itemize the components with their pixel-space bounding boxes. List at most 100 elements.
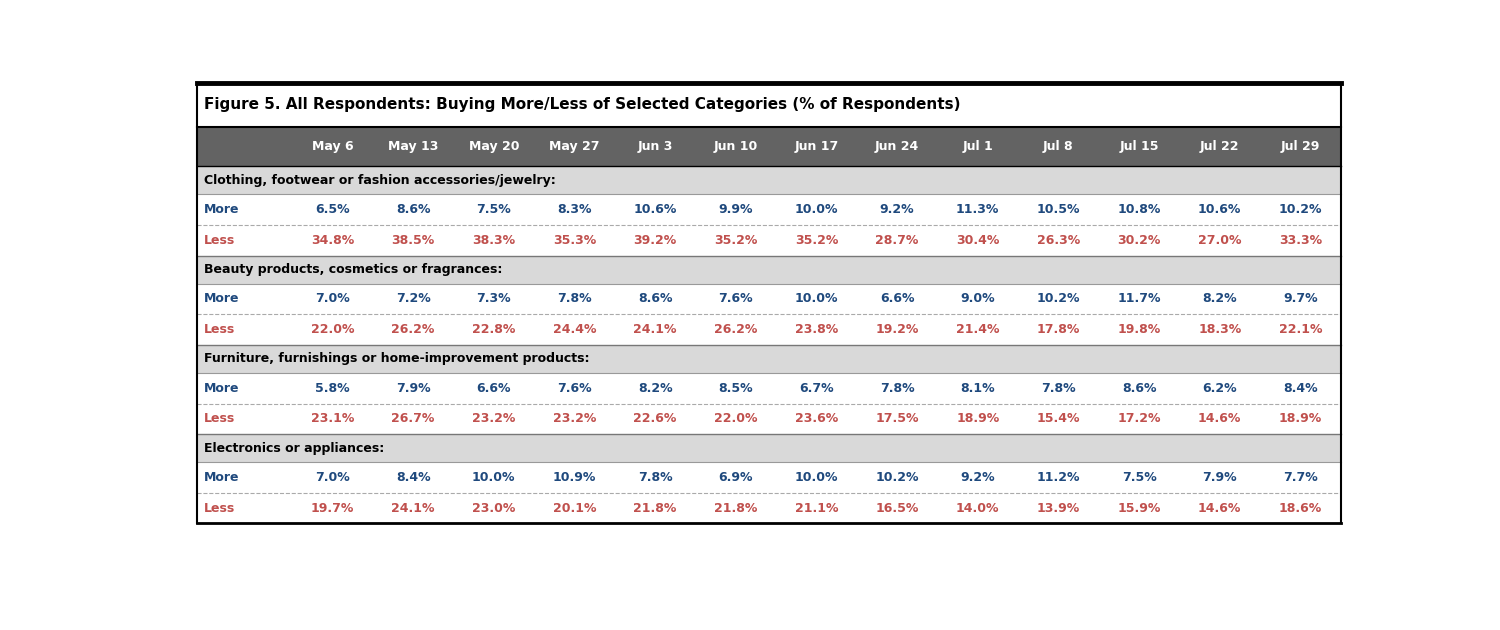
Bar [196, 284, 1341, 314]
Text: Furniture, furnishings or home-improvement products:: Furniture, furnishings or home-improveme… [204, 352, 590, 365]
Text: 8.3%: 8.3% [556, 203, 591, 216]
Text: 26.2%: 26.2% [714, 323, 758, 336]
Text: 30.4%: 30.4% [956, 234, 999, 247]
Text: 7.9%: 7.9% [1203, 471, 1237, 484]
Text: 21.1%: 21.1% [795, 501, 838, 515]
Bar [196, 373, 1341, 404]
Text: More: More [204, 471, 240, 484]
Text: 24.4%: 24.4% [552, 323, 596, 336]
Text: 26.2%: 26.2% [392, 323, 435, 336]
Text: 8.2%: 8.2% [638, 382, 672, 395]
Text: 26.7%: 26.7% [392, 412, 435, 425]
Text: 11.2%: 11.2% [1036, 471, 1080, 484]
Bar [196, 493, 1341, 524]
Text: 14.6%: 14.6% [1198, 412, 1242, 425]
Text: May 27: May 27 [549, 140, 600, 153]
Text: 10.2%: 10.2% [1036, 292, 1080, 306]
Text: 11.3%: 11.3% [956, 203, 999, 216]
Text: 17.8%: 17.8% [1036, 323, 1080, 336]
Text: 23.2%: 23.2% [552, 412, 596, 425]
Text: Jul 8: Jul 8 [1042, 140, 1074, 153]
Text: 6.6%: 6.6% [880, 292, 915, 306]
Text: 8.2%: 8.2% [1203, 292, 1237, 306]
Text: 7.8%: 7.8% [638, 471, 672, 484]
Text: 18.9%: 18.9% [956, 412, 999, 425]
Text: 9.2%: 9.2% [880, 203, 915, 216]
Text: 23.1%: 23.1% [310, 412, 354, 425]
Text: 8.6%: 8.6% [638, 292, 672, 306]
Text: 18.3%: 18.3% [1198, 323, 1242, 336]
Text: 22.6%: 22.6% [633, 412, 676, 425]
Text: 39.2%: 39.2% [633, 234, 676, 247]
Text: Electronics or appliances:: Electronics or appliances: [204, 442, 384, 455]
Text: 6.9%: 6.9% [718, 471, 753, 484]
Text: 17.5%: 17.5% [876, 412, 920, 425]
Text: 22.1%: 22.1% [1278, 323, 1322, 336]
Text: 10.0%: 10.0% [795, 292, 838, 306]
Text: 10.0%: 10.0% [795, 203, 838, 216]
Text: 10.0%: 10.0% [795, 471, 838, 484]
Text: 9.7%: 9.7% [1282, 292, 1317, 306]
Text: Jun 10: Jun 10 [714, 140, 758, 153]
Text: 6.7%: 6.7% [800, 382, 834, 395]
Text: 9.2%: 9.2% [960, 471, 994, 484]
Text: 14.6%: 14.6% [1198, 501, 1242, 515]
Bar [196, 314, 1341, 345]
Text: 35.2%: 35.2% [714, 234, 758, 247]
Text: 7.6%: 7.6% [718, 292, 753, 306]
Text: 7.8%: 7.8% [880, 382, 915, 395]
Text: 7.9%: 7.9% [396, 382, 430, 395]
Text: 35.2%: 35.2% [795, 234, 838, 247]
Text: 7.5%: 7.5% [1122, 471, 1156, 484]
Text: 9.0%: 9.0% [960, 292, 994, 306]
Text: 22.0%: 22.0% [714, 412, 758, 425]
Text: Jul 1: Jul 1 [963, 140, 993, 153]
Text: 7.3%: 7.3% [477, 292, 512, 306]
Bar [196, 462, 1341, 493]
Text: 7.0%: 7.0% [315, 471, 350, 484]
Bar [196, 83, 1341, 127]
Text: Jul 15: Jul 15 [1119, 140, 1160, 153]
Text: Jun 3: Jun 3 [638, 140, 674, 153]
Text: 38.3%: 38.3% [472, 234, 516, 247]
Text: 10.2%: 10.2% [1278, 203, 1322, 216]
Bar [196, 195, 1341, 225]
Bar [196, 345, 1341, 373]
Text: More: More [204, 203, 240, 216]
Text: 28.7%: 28.7% [876, 234, 920, 247]
Text: 38.5%: 38.5% [392, 234, 435, 247]
Text: 23.6%: 23.6% [795, 412, 838, 425]
Text: 24.1%: 24.1% [633, 323, 676, 336]
Text: 23.0%: 23.0% [472, 501, 516, 515]
Text: 10.6%: 10.6% [633, 203, 676, 216]
Text: 22.0%: 22.0% [310, 323, 354, 336]
Bar [196, 404, 1341, 434]
Text: Less: Less [204, 412, 236, 425]
Text: 14.0%: 14.0% [956, 501, 999, 515]
Text: 20.1%: 20.1% [552, 501, 596, 515]
Text: 6.2%: 6.2% [1203, 382, 1237, 395]
Text: May 6: May 6 [312, 140, 354, 153]
Text: 21.4%: 21.4% [956, 323, 999, 336]
Text: 6.6%: 6.6% [477, 382, 512, 395]
Text: 7.8%: 7.8% [556, 292, 591, 306]
Bar [196, 225, 1341, 256]
Text: 11.7%: 11.7% [1118, 292, 1161, 306]
Text: 7.5%: 7.5% [477, 203, 512, 216]
Text: 7.8%: 7.8% [1041, 382, 1076, 395]
Text: 16.5%: 16.5% [876, 501, 920, 515]
Text: 10.0%: 10.0% [472, 471, 516, 484]
Text: Jul 29: Jul 29 [1281, 140, 1320, 153]
Text: 22.8%: 22.8% [472, 323, 516, 336]
Text: More: More [204, 292, 240, 306]
Text: 15.4%: 15.4% [1036, 412, 1080, 425]
Text: 30.2%: 30.2% [1118, 234, 1161, 247]
Text: 23.8%: 23.8% [795, 323, 838, 336]
Text: Jun 17: Jun 17 [795, 140, 838, 153]
Text: 26.3%: 26.3% [1036, 234, 1080, 247]
Text: Less: Less [204, 234, 236, 247]
Text: 9.9%: 9.9% [718, 203, 753, 216]
Text: 18.9%: 18.9% [1278, 412, 1322, 425]
Text: 18.6%: 18.6% [1278, 501, 1322, 515]
Bar [196, 166, 1341, 195]
